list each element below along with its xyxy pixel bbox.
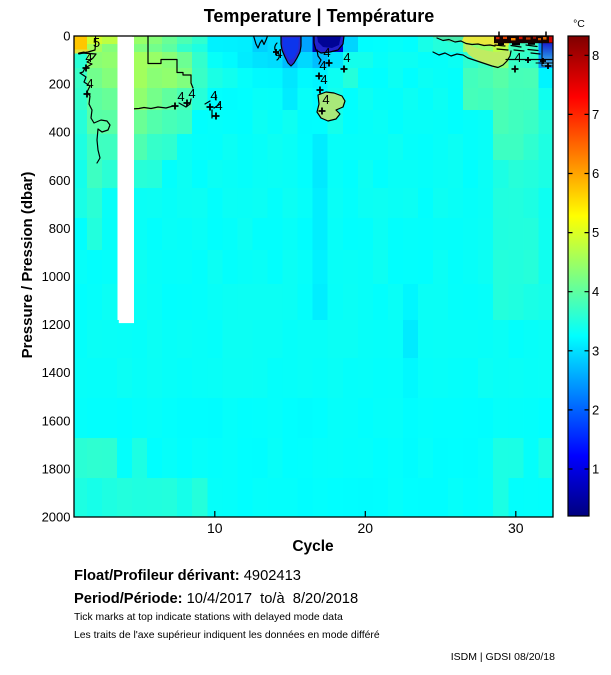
svg-text:4: 4 [320,72,327,87]
svg-text:400: 400 [49,125,71,140]
svg-text:Float/Profileur dérivant: 4902: Float/Profileur dérivant: 4902413 [74,568,301,584]
svg-text:4: 4 [343,50,350,65]
svg-text:10: 10 [207,520,223,536]
svg-text:4: 4 [210,88,217,103]
svg-text:ISDM | GDSI 08/20/18: ISDM | GDSI 08/20/18 [451,651,555,663]
svg-text:1800: 1800 [42,461,71,476]
svg-text:4: 4 [322,92,329,107]
svg-text:4: 4 [319,58,326,73]
svg-text:4: 4 [514,50,521,65]
svg-text:30: 30 [508,520,524,536]
svg-text:1200: 1200 [42,317,71,332]
svg-text:1400: 1400 [42,365,71,380]
svg-text:°C: °C [573,18,585,30]
svg-text:Tick marks at top indicate sta: Tick marks at top indicate stations with… [74,612,343,623]
svg-text:600: 600 [49,173,71,188]
svg-text:4: 4 [85,50,92,65]
svg-text:4: 4 [592,284,599,299]
svg-text:200: 200 [49,77,71,92]
svg-text:6: 6 [592,166,599,181]
svg-text:4: 4 [86,76,93,91]
svg-text:1000: 1000 [42,269,71,284]
svg-text:Pressure / Pression (dbar): Pressure / Pression (dbar) [19,172,36,359]
svg-text:Cycle: Cycle [292,538,334,555]
svg-text:5: 5 [93,35,100,50]
svg-text:4: 4 [177,89,184,104]
svg-text:Temperature | Température: Temperature | Température [204,6,434,26]
svg-text:4: 4 [323,45,330,60]
svg-text:3: 3 [592,343,599,358]
svg-text:8: 8 [592,48,599,63]
svg-text:1600: 1600 [42,413,71,428]
svg-text:2: 2 [592,402,599,417]
svg-text:800: 800 [49,221,71,236]
svg-text:0: 0 [63,29,70,44]
svg-text:Les traits de l'axe supérieur: Les traits de l'axe supérieur indiquent … [74,630,380,641]
svg-text:4: 4 [215,98,222,113]
svg-text:Period/Période: 10/4/2017 to/: Period/Période: 10/4/2017 to/à 8/20/2018 [74,591,358,607]
svg-text:2000: 2000 [42,510,71,525]
svg-text:20: 20 [358,520,374,536]
svg-text:1: 1 [592,462,599,477]
svg-text:4: 4 [188,86,195,101]
svg-text:4: 4 [275,46,282,61]
svg-text:7: 7 [592,107,599,122]
svg-text:5: 5 [592,225,599,240]
